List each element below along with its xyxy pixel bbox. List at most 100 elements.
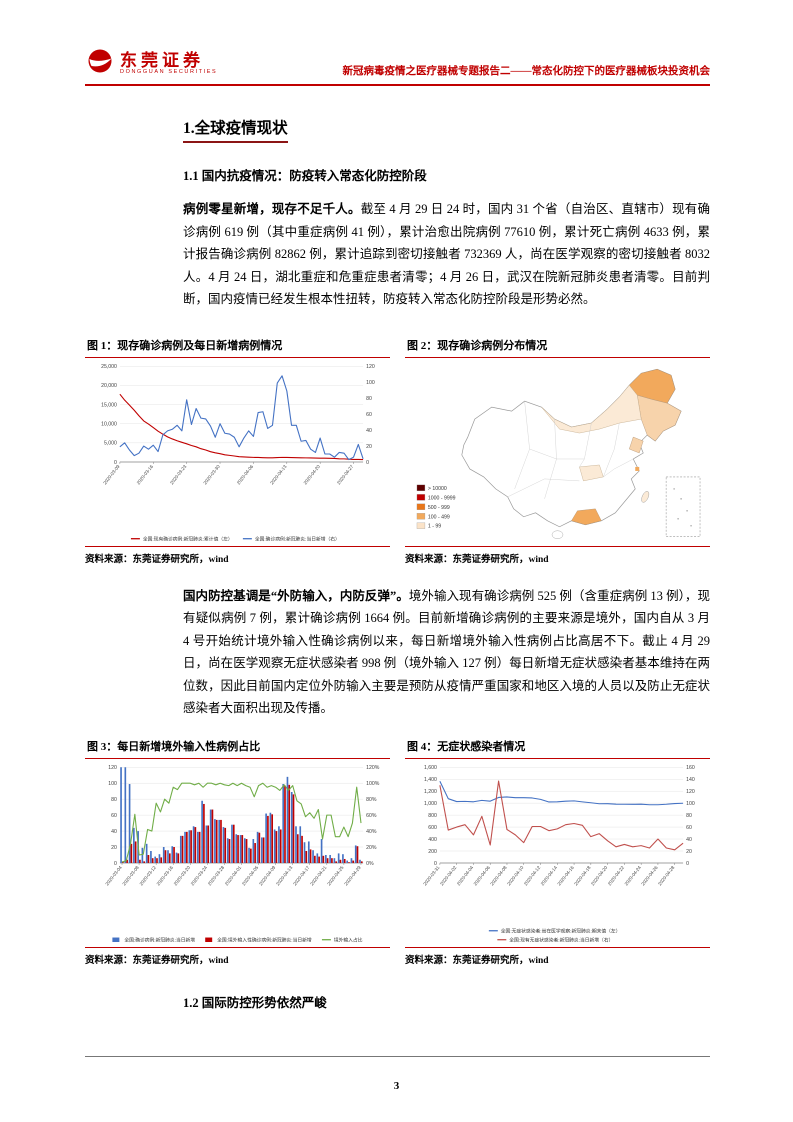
- subsection-heading-1-2: 1.2 国际防控形势依然严峻: [183, 995, 327, 1010]
- svg-text:800: 800: [428, 812, 437, 818]
- svg-text:2020-03-23: 2020-03-23: [169, 463, 188, 485]
- taiwan: [641, 490, 650, 503]
- svg-text:5,000: 5,000: [104, 440, 117, 446]
- svg-text:100: 100: [366, 380, 375, 386]
- svg-text:全国:境外输入性确诊病例:新冠肺炎:当日新增: 全国:境外输入性确诊病例:新冠肺炎:当日新增: [217, 936, 312, 943]
- svg-text:0: 0: [434, 860, 437, 866]
- svg-text:0: 0: [114, 860, 117, 866]
- svg-text:600: 600: [428, 824, 437, 830]
- line-chart-confirmed-cases: 0 5,000 10,000 15,000 20,000 25,000 0 20 40 60 80 1…: [101, 364, 375, 543]
- svg-text:20,000: 20,000: [101, 383, 117, 389]
- china-case-distribution-map: > 10000 1000 - 9999 500 - 999 100 - 499 1 - …: [416, 368, 701, 539]
- svg-text:120: 120: [686, 788, 695, 794]
- svg-text:2020-04-06: 2020-04-06: [236, 463, 255, 485]
- svg-text:2020-03-30: 2020-03-30: [202, 463, 221, 485]
- svg-text:2020-04-27: 2020-04-27: [336, 463, 355, 485]
- svg-text:40: 40: [366, 427, 372, 433]
- china-map: [461, 368, 701, 539]
- figure-3-chart: 0 20 40 60 80 100 120 0% 20% 40% 60% 80% 100% 120% 202…: [85, 759, 390, 947]
- svg-text:100 - 499: 100 - 499: [428, 514, 450, 520]
- svg-text:120: 120: [108, 765, 117, 771]
- figure-3-source: 资料来源：东莞证券研究所，wind: [85, 946, 390, 966]
- svg-text:40: 40: [111, 828, 117, 834]
- svg-text:1000 - 9999: 1000 - 9999: [428, 495, 456, 501]
- svg-text:80: 80: [111, 796, 117, 802]
- svg-text:2020-03-20: 2020-03-20: [173, 864, 192, 886]
- line-chart-asymptomatic: 0 200 400 600 800 1,000 1,200 1,400 1,600 0 20 40 60…: [422, 765, 695, 944]
- paragraph-text: 境外输入现有确诊病例 525 例（含重症病例 13 例），现有疑似病例 7 例，…: [183, 588, 710, 716]
- footer-rule: [85, 1056, 710, 1057]
- svg-text:2020-04-13: 2020-04-13: [275, 864, 294, 886]
- svg-text:20%: 20%: [366, 844, 377, 850]
- report-body: 1.全球疫情现状 1.1 国内抗疫情况：防疫转入常态化防控阶段 病例零星新增，现…: [85, 96, 710, 1011]
- svg-text:10,000: 10,000: [101, 421, 117, 427]
- svg-text:2020-03-08: 2020-03-08: [122, 864, 141, 886]
- figure-1: 图 1：现存确诊病例及每日新增病例情况 0 5,000 10,000 15,000 20…: [85, 335, 390, 565]
- svg-text:20: 20: [366, 443, 372, 449]
- svg-text:160: 160: [686, 765, 695, 771]
- svg-text:60: 60: [111, 812, 117, 818]
- paragraph-lead-bold: 国内防控基调是“外防输入，内防反弹”。: [183, 588, 409, 603]
- svg-text:1,600: 1,600: [424, 765, 437, 771]
- svg-text:2020-04-17: 2020-04-17: [292, 864, 311, 886]
- svg-text:2020-03-16: 2020-03-16: [136, 463, 155, 485]
- logo-company-name-en: DONGGUAN SECURITIES: [120, 69, 218, 76]
- svg-text:500 - 999: 500 - 999: [428, 504, 450, 510]
- svg-text:1,200: 1,200: [424, 788, 437, 794]
- paragraph-text: 截至 4 月 29 日 24 时，国内 31 个省（自治区、直辖市）现有确诊病例…: [183, 202, 710, 306]
- svg-text:2020-03-16: 2020-03-16: [156, 864, 175, 886]
- report-title: 新冠病毒疫情之医疗器械专题报告二——常态化防控下的医疗器械板块投资机会: [342, 66, 711, 77]
- figure-row-2: 图 3：每日新增境外输入性病例占比 0 20 40 60 80 100 120 0% 20% 40…: [85, 736, 710, 966]
- svg-text:20: 20: [686, 848, 692, 854]
- svg-text:2020-04-13: 2020-04-13: [269, 463, 288, 485]
- svg-text:2020-03-12: 2020-03-12: [139, 864, 158, 886]
- province-borders: [507, 400, 634, 499]
- province-jilin-liaoning: [636, 394, 682, 441]
- subsection-heading-1-1: 1.1 国内抗疫情况：防疫转入常态化防控阶段: [183, 169, 427, 183]
- svg-text:全国:无症状感染者:尚在医学观察:新冠肺炎:期末值（左）: 全国:无症状感染者:尚在医学观察:新冠肺炎:期末值（左）: [501, 927, 621, 934]
- figure-4-title: 图 4：无症状感染者情况: [405, 736, 710, 759]
- svg-text:2020-03-09: 2020-03-09: [102, 463, 121, 485]
- paragraph-import-prevention: 国内防控基调是“外防输入，内防反弹”。境外输入现有确诊病例 525 例（含重症病…: [183, 585, 710, 720]
- bar-chart-imported-cases: 0 20 40 60 80 100 120 0% 20% 40% 60% 80% 100% 120% 202…: [104, 765, 380, 944]
- page-header: 东莞证券 DONGGUAN SECURITIES 新冠病毒疫情之医疗器械专题报告…: [85, 46, 710, 86]
- svg-text:80: 80: [366, 395, 372, 401]
- figure-2-title: 图 2：现存确诊病例分布情况: [405, 335, 710, 358]
- svg-text:20: 20: [111, 844, 117, 850]
- logo-company-name: 东莞证券: [120, 50, 204, 70]
- svg-text:100%: 100%: [366, 781, 380, 787]
- svg-text:100: 100: [686, 800, 695, 806]
- province-neimenggu: [541, 384, 642, 433]
- svg-text:2020-04-20: 2020-04-20: [303, 463, 322, 485]
- svg-text:2020-04-29: 2020-04-29: [343, 864, 362, 886]
- svg-text:2020-04-21: 2020-04-21: [309, 864, 328, 886]
- figure-row-1: 图 1：现存确诊病例及每日新增病例情况 0 5,000 10,000 15,000 20…: [85, 335, 710, 565]
- figure-2: 图 2：现存确诊病例分布情况: [405, 335, 710, 565]
- svg-text:15,000: 15,000: [101, 402, 117, 408]
- province-hebei: [629, 436, 644, 453]
- south-china-sea-inset: [665, 476, 701, 537]
- logo-icon: [85, 47, 115, 80]
- svg-text:80: 80: [686, 812, 692, 818]
- company-logo: 东莞证券 DONGGUAN SECURITIES: [85, 47, 217, 84]
- svg-text:25,000: 25,000: [101, 364, 117, 370]
- svg-text:0: 0: [114, 459, 117, 465]
- svg-text:120: 120: [366, 364, 375, 370]
- figure-4: 图 4：无症状感染者情况 0 200 400 600 800 1,000 1,200 1,40…: [405, 736, 710, 966]
- svg-text:1,000: 1,000: [424, 800, 437, 806]
- svg-text:2020-04-28: 2020-04-28: [657, 864, 676, 886]
- figure-4-source: 资料来源：东莞证券研究所，wind: [405, 946, 710, 966]
- figure-3-title: 图 3：每日新增境外输入性病例占比: [85, 736, 390, 759]
- svg-text:境外输入占比: 境外输入占比: [334, 936, 363, 943]
- svg-text:400: 400: [428, 836, 437, 842]
- svg-text:60%: 60%: [366, 812, 377, 818]
- svg-text:2020-04-09: 2020-04-09: [258, 864, 277, 886]
- svg-text:0: 0: [366, 459, 369, 465]
- figure-2-source: 资料来源：东莞证券研究所，wind: [405, 545, 710, 565]
- section-heading-1: 1.全球疫情现状: [183, 116, 710, 143]
- svg-text:2020-04-25: 2020-04-25: [326, 864, 345, 886]
- svg-text:全国:确诊病例:新冠肺炎:当日新增: 全国:确诊病例:新冠肺炎:当日新增: [124, 936, 195, 943]
- svg-text:100: 100: [108, 781, 117, 787]
- svg-text:60: 60: [686, 824, 692, 830]
